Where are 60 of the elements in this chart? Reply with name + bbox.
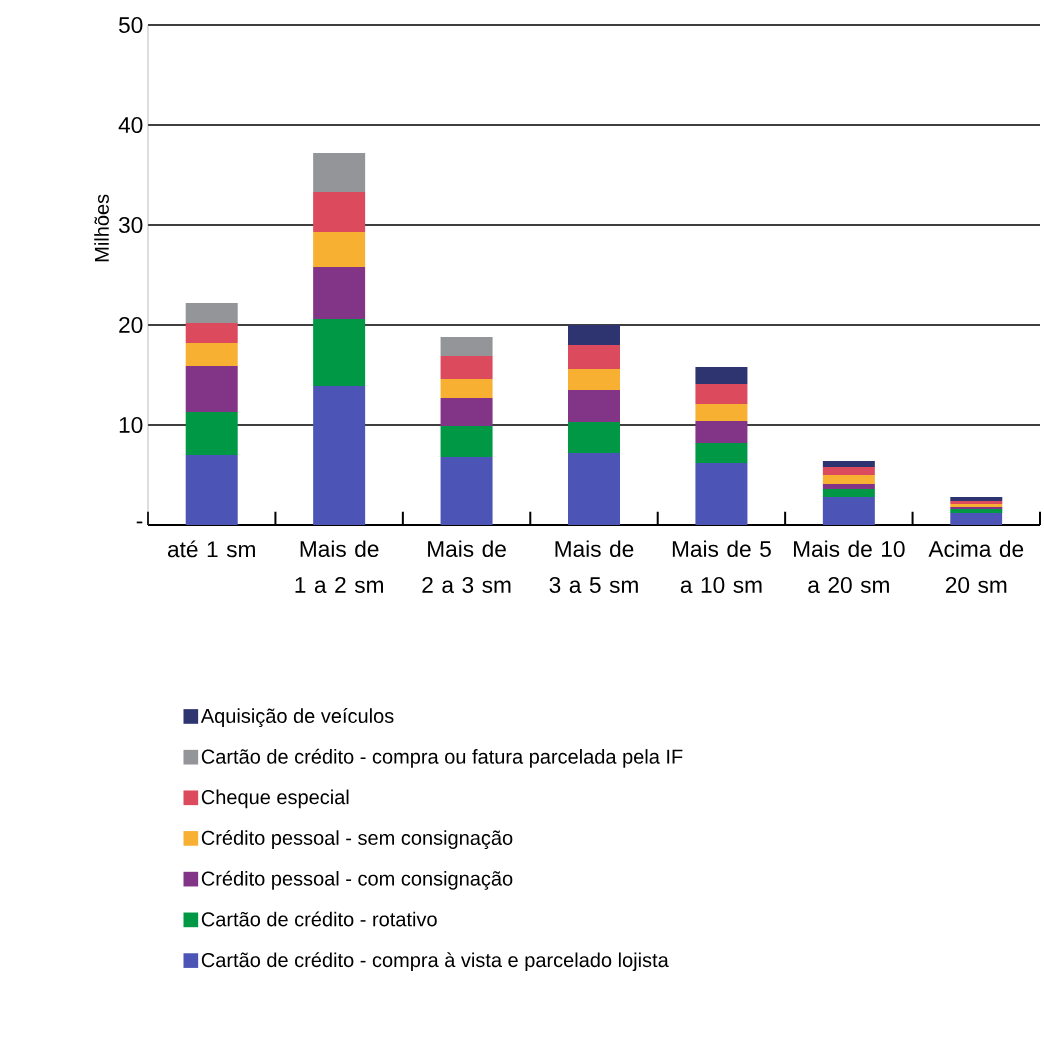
bar [695,367,748,384]
legend-label: Cheque especial [201,789,349,809]
bar [950,509,1003,513]
y-tick-label: 20 [119,316,143,334]
bar [568,453,620,525]
bar [440,379,493,398]
y-axis-title: Milhões [94,194,109,262]
bar [822,497,875,525]
bar [695,421,748,443]
bar [822,484,875,489]
bar [950,513,1003,525]
bar [313,267,366,319]
x-tick-label: Mais de 2 a 3 sm [422,540,511,594]
bar [440,356,493,379]
y-tick-label: - [136,521,143,524]
bar [822,461,875,467]
bar [695,384,748,404]
bar [822,475,875,484]
legend-label: Crédito pessoal - com consignação [201,870,513,890]
x-tick-label: Acima de 20 sm [928,540,1024,594]
bar [185,412,238,455]
legend-label: Cartão de crédito - rotativo [201,911,437,927]
x-tick-label: Mais de 10 a 20 sm [794,540,905,594]
x-tick-label: Mais de 5 a 10 sm [672,540,771,594]
y-tick-label: 30 [118,216,143,234]
y-tick-label: 50 [118,16,143,34]
bar [313,386,366,525]
bar [313,319,366,386]
legend-label: Aquisição de veículos [200,708,394,728]
bar [568,390,620,422]
bar [313,153,366,192]
bar [695,463,748,525]
bar [440,457,493,525]
bar [185,303,238,323]
y-tick-label: 10 [119,416,143,434]
legend-label: Crédito pessoal - sem consignação [201,830,513,850]
bar [568,345,620,369]
bar [568,325,620,345]
bar [313,192,366,232]
x-tick-label: Mais de 3 a 5 sm [549,540,638,594]
bar [568,422,620,453]
bar [185,455,238,525]
y-tick-label: 40 [118,116,143,134]
bar [185,366,238,412]
bar [185,343,238,366]
bar [185,323,238,343]
bar [440,337,493,356]
bar [822,489,875,497]
bar [440,398,493,426]
bar [822,467,875,475]
legend-label: Cartão de crédito - compra à vista e parcelado lojista [201,952,669,972]
bar [568,369,620,390]
x-tick-label: Mais de 1 a 2 sm [295,540,383,594]
legend-label: Cartão de crédito - compra ou fatura parcelada pela IF [201,748,683,768]
bar [695,404,748,421]
bar [695,443,748,463]
bar [440,426,493,457]
bar [950,497,1003,501]
bar [313,232,366,267]
x-tick-label: até 1 sm [167,540,255,558]
